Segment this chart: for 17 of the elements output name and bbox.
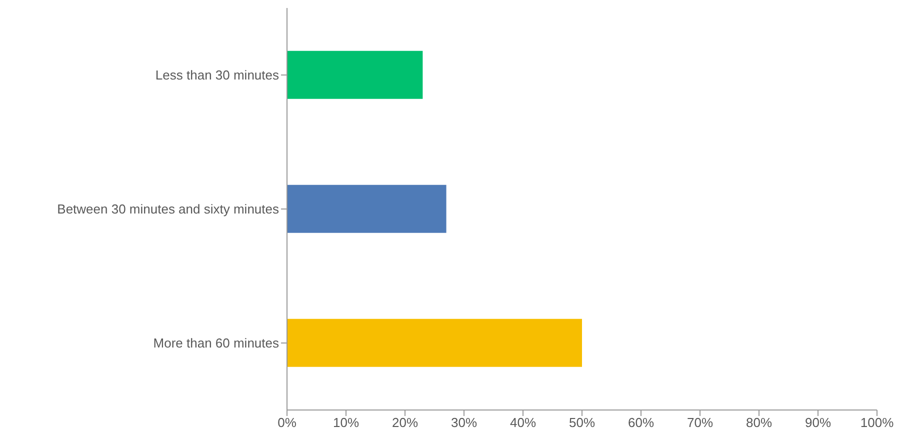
x-tick-label: 20% bbox=[392, 415, 418, 430]
x-tick-label: 0% bbox=[278, 415, 297, 430]
bar bbox=[287, 50, 423, 99]
x-tick-label: 40% bbox=[510, 415, 536, 430]
bar bbox=[287, 184, 446, 233]
x-tick-label: 90% bbox=[804, 415, 832, 430]
y-tick-label: More than 60 minutes bbox=[153, 336, 280, 351]
bar bbox=[287, 318, 582, 367]
x-tick-label: 80% bbox=[746, 415, 772, 430]
x-tick-label: 60% bbox=[628, 415, 654, 430]
y-tick-label: Less than 30 minutes bbox=[155, 68, 280, 83]
x-tick-label: 30% bbox=[450, 415, 478, 430]
y-tick-label: Between 30 minutes and sixty minutes bbox=[57, 202, 280, 217]
x-tick-label: 10% bbox=[332, 415, 360, 430]
x-tick-label: 50% bbox=[568, 415, 596, 430]
x-tick-label: 70% bbox=[686, 415, 714, 430]
x-tick-label: 100% bbox=[860, 415, 894, 430]
